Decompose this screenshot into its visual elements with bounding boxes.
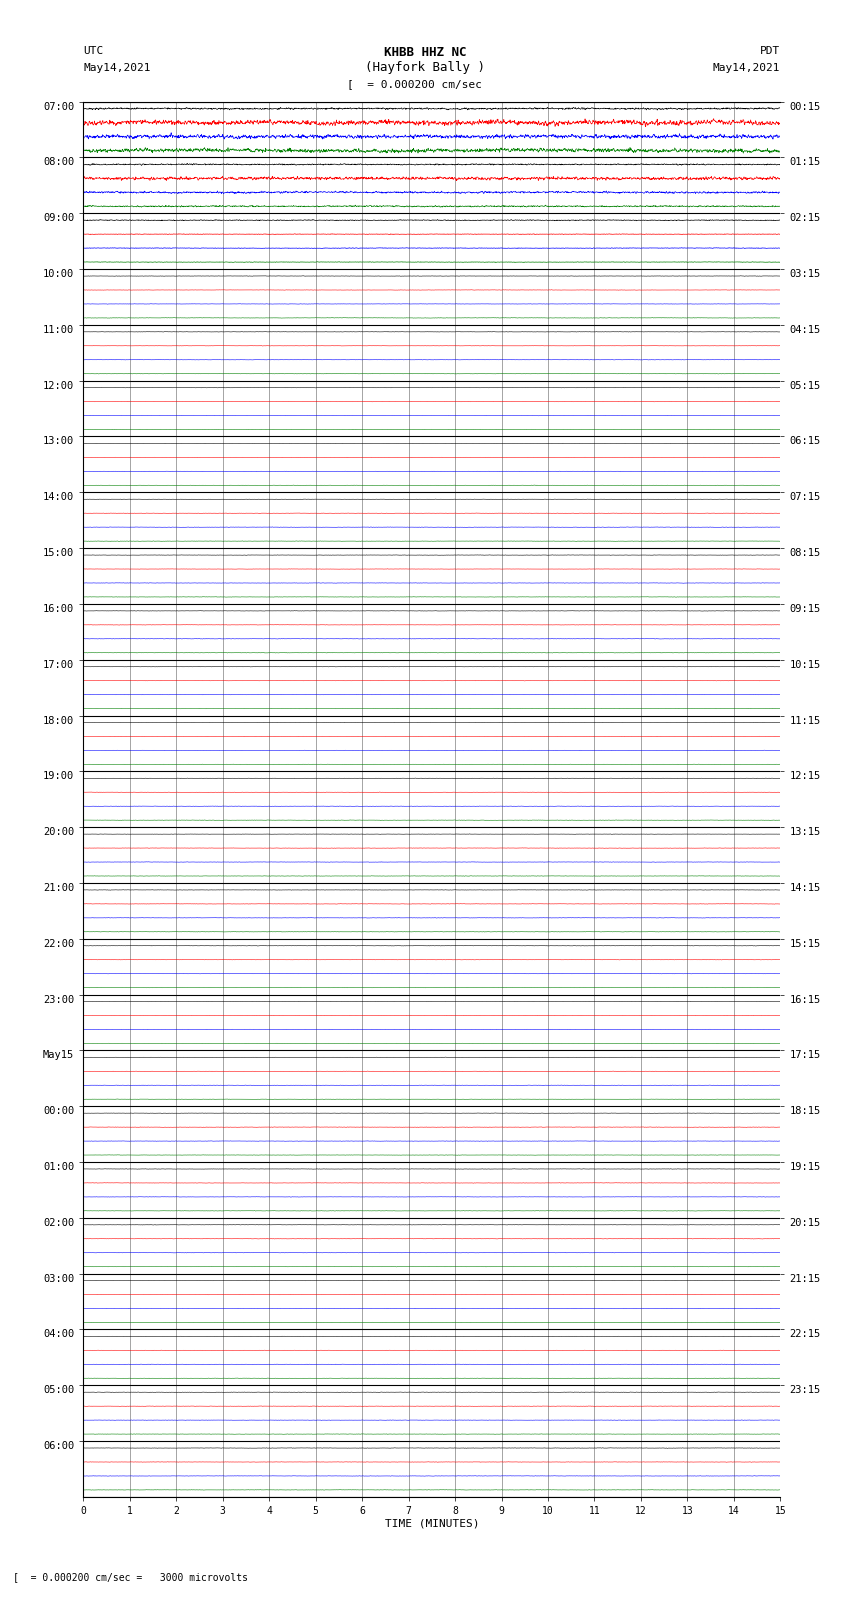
Text: (Hayfork Bally ): (Hayfork Bally )	[365, 61, 485, 74]
Text: PDT: PDT	[760, 47, 780, 56]
X-axis label: TIME (MINUTES): TIME (MINUTES)	[384, 1519, 479, 1529]
Text: [  = 0.000200 cm/sec: [ = 0.000200 cm/sec	[348, 79, 482, 89]
Text: [  = 0.000200 cm/sec =   3000 microvolts: [ = 0.000200 cm/sec = 3000 microvolts	[13, 1573, 247, 1582]
Text: May14,2021: May14,2021	[713, 63, 780, 73]
Text: KHBB HHZ NC: KHBB HHZ NC	[383, 45, 467, 58]
Text: UTC: UTC	[83, 47, 104, 56]
Text: May14,2021: May14,2021	[83, 63, 150, 73]
